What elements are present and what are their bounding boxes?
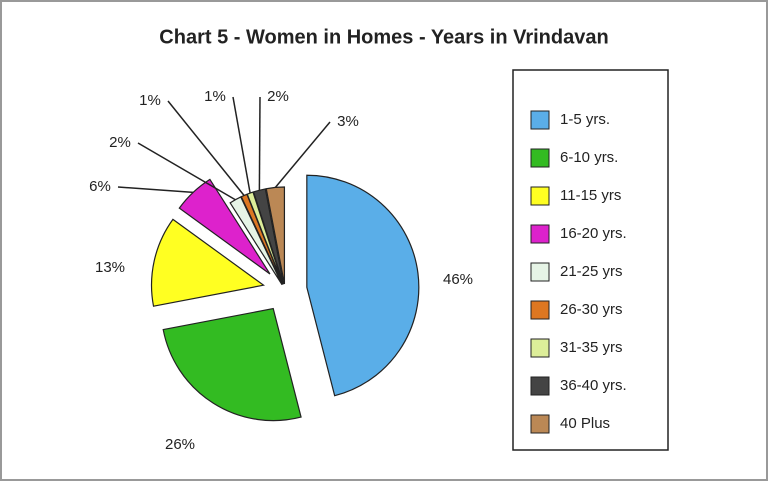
- pie-slice: [306, 174, 420, 397]
- data-label: 13%: [95, 259, 125, 276]
- legend-label: 36-40 yrs.: [560, 377, 627, 394]
- data-label: 1%: [139, 92, 161, 109]
- leader-line: [167, 100, 245, 196]
- legend-label: 21-25 yrs: [560, 263, 623, 280]
- legend-label: 1-5 yrs.: [560, 111, 610, 128]
- legend-label: 40 Plus: [560, 415, 610, 432]
- legend-label: 26-30 yrs: [560, 301, 623, 318]
- data-label: 46%: [443, 271, 473, 288]
- leader-line: [117, 186, 194, 194]
- legend-swatch: [530, 110, 550, 130]
- pie-slice: [265, 186, 286, 285]
- chart-title: Chart 5 - Women in Homes - Years in Vrin…: [159, 26, 608, 48]
- legend-swatch: [530, 338, 550, 358]
- legend-label: 31-35 yrs: [560, 339, 623, 356]
- legend-swatch: [530, 262, 550, 282]
- legend-swatch: [530, 186, 550, 206]
- legend-swatch: [530, 376, 550, 396]
- legend-swatch: [530, 414, 550, 434]
- data-label: 2%: [267, 88, 289, 105]
- pie-slice: [178, 178, 271, 275]
- leader-line: [258, 96, 261, 191]
- data-label: 3%: [337, 113, 359, 130]
- legend-swatch: [530, 300, 550, 320]
- legend-label: 11-15 yrs: [560, 187, 621, 204]
- data-label: 6%: [89, 178, 111, 195]
- leader-line: [274, 121, 331, 188]
- pie-slice: [252, 188, 285, 285]
- legend-label: 6-10 yrs.: [560, 149, 618, 166]
- legend-swatch: [530, 148, 550, 168]
- data-label: 1%: [204, 88, 226, 105]
- pie-slice: [150, 218, 266, 307]
- leader-line: [137, 142, 236, 201]
- legend-swatch: [530, 224, 550, 244]
- pie-slice: [162, 307, 302, 422]
- data-label: 26%: [165, 436, 195, 453]
- leader-line: [232, 96, 251, 194]
- legend-label: 16-20 yrs.: [560, 225, 627, 242]
- data-label: 2%: [109, 134, 131, 151]
